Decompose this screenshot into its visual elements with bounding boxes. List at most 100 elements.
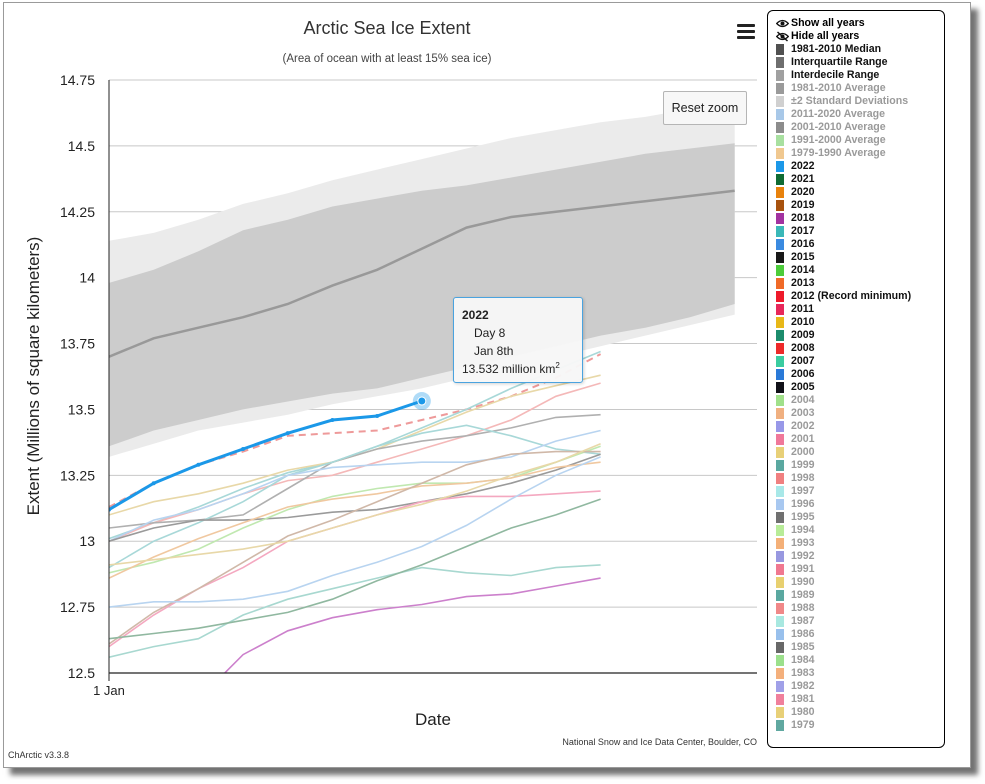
legend-item-label: 2002 (791, 420, 815, 432)
legend-item[interactable]: 1997 (776, 485, 944, 498)
hamburger-menu-icon[interactable] (737, 24, 755, 40)
legend-item[interactable]: 2011 (776, 303, 944, 316)
hide-all-years-control[interactable]: Hide all years (775, 30, 944, 43)
legend-item[interactable]: 2001-2010 Average (776, 121, 944, 134)
legend-item[interactable]: 2019 (776, 199, 944, 212)
legend-item[interactable]: 1985 (776, 641, 944, 654)
legend-item[interactable]: 1981 (776, 693, 944, 706)
legend-item[interactable]: 1990 (776, 576, 944, 589)
legend-item[interactable]: 2018 (776, 212, 944, 225)
legend-item[interactable]: 1988 (776, 602, 944, 615)
legend-item[interactable]: ±2 Standard Deviations (776, 95, 944, 108)
legend-item-label: ±2 Standard Deviations (791, 95, 909, 107)
legend-item[interactable]: 1991-2000 Average (776, 134, 944, 147)
legend-item-label: 2008 (791, 342, 815, 354)
legend-swatch (776, 369, 784, 380)
legend-swatch (776, 694, 784, 705)
legend-item-label: 2018 (791, 212, 815, 224)
legend-item[interactable]: 1996 (776, 498, 944, 511)
legend-item-label: 1992 (791, 550, 815, 562)
legend-swatch (776, 642, 784, 653)
legend-item[interactable]: 1995 (776, 511, 944, 524)
legend-item[interactable]: 1992 (776, 550, 944, 563)
legend-swatch (776, 460, 784, 471)
legend-item[interactable]: 1981-2010 Average (776, 82, 944, 95)
range-band (109, 143, 735, 447)
legend-item-label: 1999 (791, 459, 815, 471)
legend-item[interactable]: 2006 (776, 368, 944, 381)
legend-item[interactable]: 2000 (776, 446, 944, 459)
legend-item[interactable]: 1991 (776, 563, 944, 576)
legend-item-label: 2010 (791, 316, 815, 328)
tooltip-value-row: 13.532 million km2 (462, 360, 582, 378)
legend-item[interactable]: 2015 (776, 251, 944, 264)
legend-swatch (776, 590, 784, 601)
legend-swatch (776, 356, 784, 367)
legend-item[interactable]: 1979 (776, 719, 944, 732)
legend-swatch (776, 421, 784, 432)
legend-item[interactable]: 1994 (776, 524, 944, 537)
y-tick-label: 13 (79, 533, 95, 549)
legend-swatch (776, 512, 784, 523)
legend-item[interactable]: 2013 (776, 277, 944, 290)
legend-item[interactable]: 2022 (776, 160, 944, 173)
legend-item[interactable]: 1987 (776, 615, 944, 628)
tooltip-value: 13.532 million km (462, 362, 556, 376)
legend-item[interactable]: 1986 (776, 628, 944, 641)
legend-item-label: 2001 (791, 433, 815, 445)
legend-swatch (776, 343, 784, 354)
data-point (375, 414, 380, 419)
legend-swatch (776, 330, 784, 341)
legend-item-label: 2011 (791, 303, 814, 315)
legend-control-label: Show all years (791, 17, 865, 29)
legend-item[interactable]: 2016 (776, 238, 944, 251)
legend-item-label: 2004 (791, 394, 815, 406)
legend-item-label: 2017 (791, 225, 815, 237)
legend-item[interactable]: 1979-1990 Average (776, 147, 944, 160)
series-line (109, 442, 601, 566)
legend-item[interactable]: Interquartile Range (776, 56, 944, 69)
legend-item[interactable]: 2008 (776, 342, 944, 355)
legend-item[interactable]: 2005 (776, 381, 944, 394)
highlight-series-line (109, 399, 423, 511)
y-tick-label: 14 (79, 270, 95, 286)
legend-swatch (776, 616, 784, 627)
legend-item-label: 1997 (791, 485, 815, 497)
data-point (285, 431, 290, 436)
legend-item[interactable]: Interdecile Range (776, 69, 944, 82)
series-line (109, 564, 601, 658)
legend-item[interactable]: 1999 (776, 459, 944, 472)
reset-zoom-button[interactable]: Reset zoom (663, 91, 747, 125)
legend-item[interactable]: 1982 (776, 680, 944, 693)
legend-item[interactable]: 1998 (776, 472, 944, 485)
legend-item[interactable]: 2003 (776, 407, 944, 420)
eye-slash-icon (775, 31, 790, 42)
legend-item[interactable]: 2014 (776, 264, 944, 277)
legend-item[interactable]: 2007 (776, 355, 944, 368)
legend-swatch (776, 278, 784, 289)
series-line (109, 456, 601, 608)
legend-item[interactable]: 2011-2020 Average (776, 108, 944, 121)
legend-item[interactable]: 1989 (776, 589, 944, 602)
median-line (109, 189, 735, 358)
legend-item[interactable]: 1993 (776, 537, 944, 550)
legend-swatch (776, 408, 784, 419)
legend-item-label: 1987 (791, 615, 815, 627)
legend-item[interactable]: 2002 (776, 420, 944, 433)
legend-item-label: 1991-2000 Average (791, 134, 886, 146)
legend-item[interactable]: 1984 (776, 654, 944, 667)
legend-item[interactable]: 2020 (776, 186, 944, 199)
legend-item[interactable]: 2012 (Record minimum) (776, 290, 944, 303)
legend-item[interactable]: 2010 (776, 316, 944, 329)
legend-item[interactable]: 1981-2010 Median (776, 43, 944, 56)
legend-item[interactable]: 2017 (776, 225, 944, 238)
legend-item-label: 2013 (791, 277, 815, 289)
show-all-years-control[interactable]: Show all years (775, 17, 944, 30)
legend-item[interactable]: 2021 (776, 173, 944, 186)
legend-item[interactable]: 2009 (776, 329, 944, 342)
legend-item[interactable]: 1983 (776, 667, 944, 680)
legend-item[interactable]: 2004 (776, 394, 944, 407)
legend-item[interactable]: 1980 (776, 706, 944, 719)
legend-item-label: 1981-2010 Median (791, 43, 882, 55)
legend-item[interactable]: 2001 (776, 433, 944, 446)
